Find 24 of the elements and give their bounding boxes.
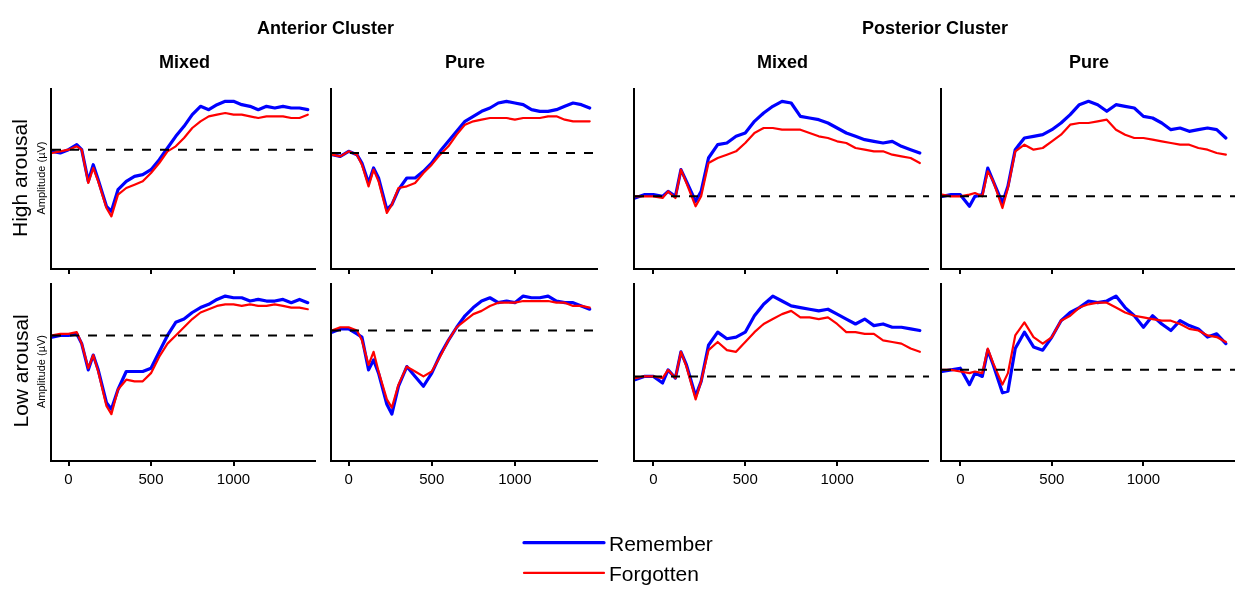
x-tick-label: 0 xyxy=(649,470,658,487)
x-tick-label: 500 xyxy=(138,470,164,487)
chart-title: Anterior Cluster xyxy=(257,18,395,38)
x-tick-label: 1000 xyxy=(1126,470,1161,487)
chart-title: Posterior Cluster xyxy=(862,18,1009,38)
x-tick-label: 0 xyxy=(344,470,353,487)
x-tick-label: 1000 xyxy=(216,470,251,487)
legend-label: Remember xyxy=(609,531,713,555)
chart-subtitle: Mixed xyxy=(757,52,809,72)
text: Low arousal xyxy=(8,314,32,428)
x-tick-label: 500 xyxy=(1039,470,1065,487)
chart-subtitle: Pure xyxy=(445,52,486,72)
legend-label: Forgotten xyxy=(609,562,699,586)
text: High arousal xyxy=(8,119,31,237)
chart-subtitle: Pure xyxy=(1069,52,1110,72)
x-tick-label: 500 xyxy=(419,470,445,487)
y-axis-title: Amplitude (µV) xyxy=(35,335,48,408)
y-axis-title: Amplitude (µV) xyxy=(35,141,48,215)
x-tick-label: 0 xyxy=(956,470,965,487)
chart-subtitle: Mixed xyxy=(159,52,211,72)
x-tick-label: 0 xyxy=(64,470,73,487)
x-tick-label: 500 xyxy=(732,470,758,487)
x-tick-label: 1000 xyxy=(498,470,532,487)
x-tick-label: 1000 xyxy=(820,470,854,487)
